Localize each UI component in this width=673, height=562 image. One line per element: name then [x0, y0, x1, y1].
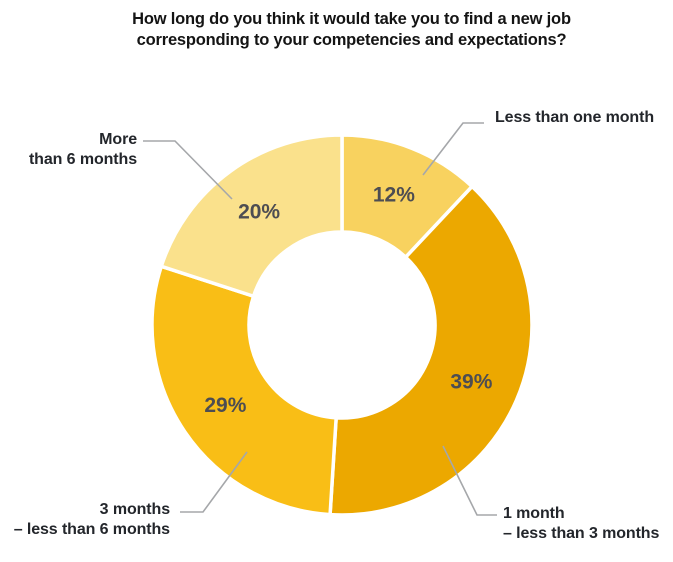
- percent-label-less-than-one-month: 12%: [373, 183, 415, 206]
- leader-lines: [143, 122, 497, 516]
- callout-line: 3 months: [99, 501, 170, 518]
- callout-3-months-less-than-6-months: 3 months – less than 6 months: [0, 500, 170, 540]
- leader-line-1-month-less-than-3-months: [442, 445, 497, 516]
- callout-line: – less than 6 months: [13, 521, 170, 538]
- donut-segment-more-than-6-months: [159, 133, 344, 299]
- donut-segment-3-months-less-than-6-months: [150, 264, 338, 517]
- percent-label-1-month-less-than-3-months: 39%: [450, 371, 492, 394]
- chart-title-line1: How long do you think it would take you …: [132, 10, 571, 28]
- chart-title: How long do you think it would take you …: [30, 9, 673, 51]
- percent-label-more-than-6-months: 20%: [238, 200, 280, 223]
- callout-line: More: [99, 131, 137, 148]
- callout-1-month-less-than-3-months: 1 month – less than 3 months: [503, 504, 659, 544]
- donut-segment-1-month-less-than-3-months: [328, 184, 534, 517]
- callout-line: 1 month: [503, 505, 565, 522]
- callout-line: – less than 3 months: [503, 525, 660, 542]
- percent-labels: 12% 39% 29% 20%: [204, 183, 492, 416]
- donut-segments: [150, 133, 534, 517]
- percent-label-3-months-less-than-6-months: 29%: [204, 394, 246, 417]
- callout-line: than 6 months: [28, 151, 137, 168]
- callout-line: Less than one month: [495, 109, 654, 126]
- callout-more-than-6-months: More than 6 months: [0, 130, 137, 170]
- chart-title-line2: corresponding to your competencies and e…: [136, 31, 567, 49]
- leader-line-more-than-6-months: [143, 140, 233, 200]
- leader-line-3-months-less-than-6-months: [180, 451, 248, 513]
- leader-line-less-than-one-month: [422, 122, 484, 176]
- callout-less-than-one-month: Less than one month: [495, 108, 654, 128]
